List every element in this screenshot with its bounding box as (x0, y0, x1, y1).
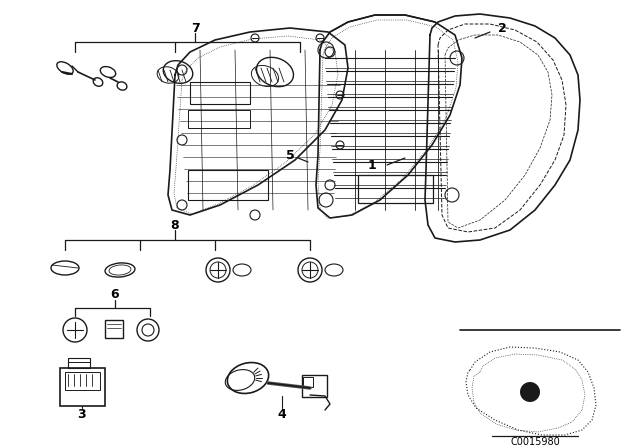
Bar (65, 372, 100, 390)
Bar (68, 358, 90, 368)
Bar (302, 375, 327, 397)
Bar (188, 170, 268, 200)
Bar (105, 320, 123, 338)
Text: 6: 6 (111, 289, 119, 302)
Bar (188, 110, 250, 128)
Text: 5: 5 (285, 148, 294, 161)
Text: 1: 1 (367, 159, 376, 172)
Text: C0015980: C0015980 (510, 437, 560, 447)
Bar (303, 377, 313, 387)
Bar (190, 82, 250, 104)
Bar (60, 368, 105, 406)
Text: 3: 3 (77, 409, 86, 422)
Text: 4: 4 (278, 409, 286, 422)
Bar (358, 175, 433, 203)
Circle shape (520, 382, 540, 402)
Text: 8: 8 (171, 219, 179, 232)
Text: 7: 7 (191, 22, 200, 34)
Text: 2: 2 (498, 22, 506, 34)
